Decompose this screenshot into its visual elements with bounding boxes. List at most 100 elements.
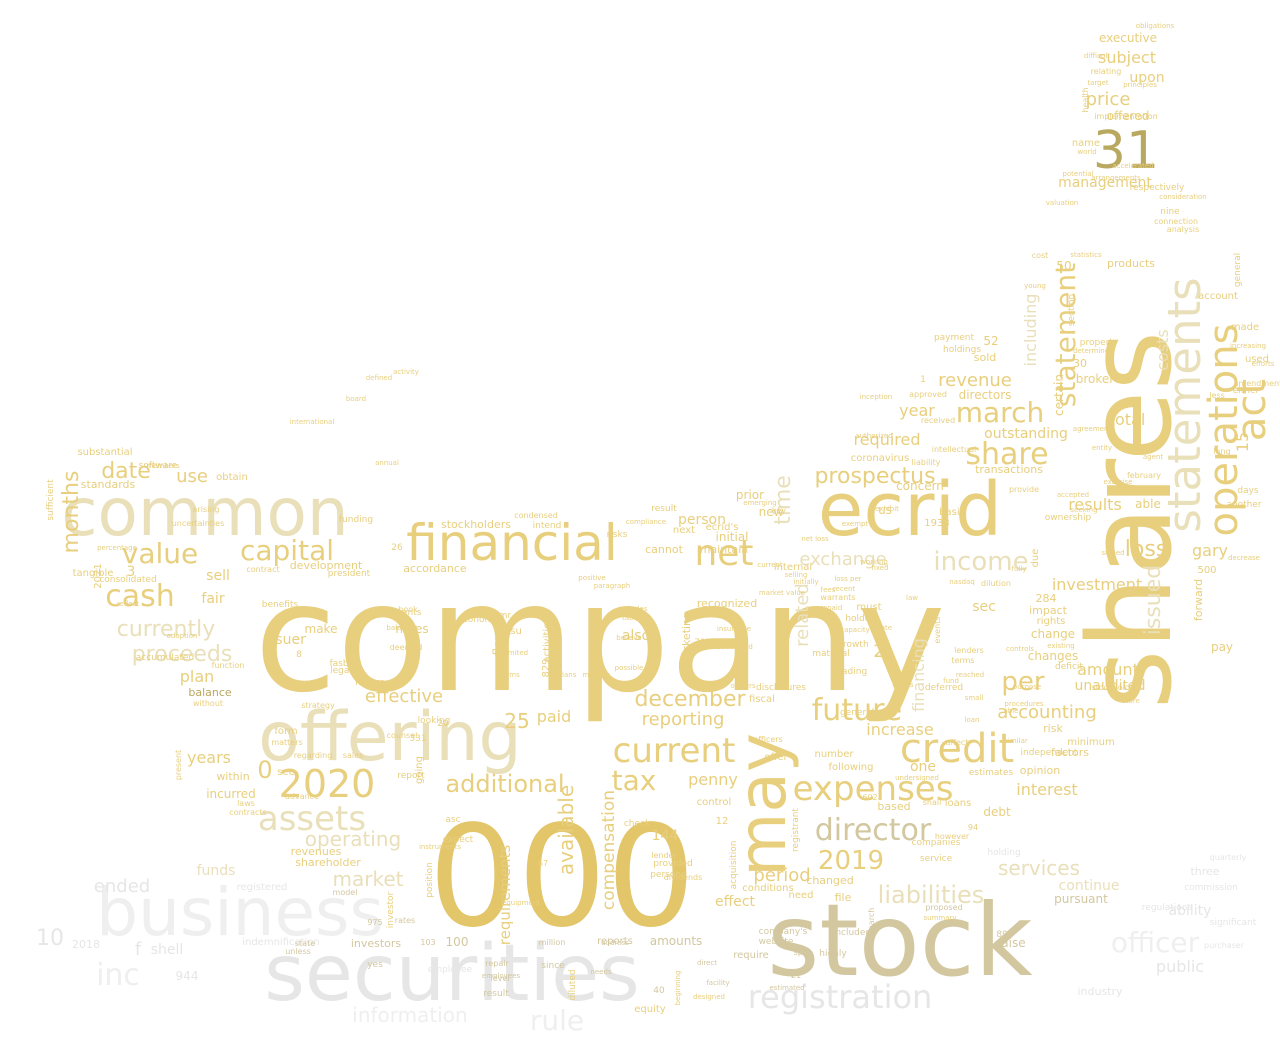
word-144: 144 xyxy=(652,828,679,844)
word-1: 1 xyxy=(920,375,926,385)
word-arising: arising xyxy=(193,505,220,514)
word-payment: payment xyxy=(934,333,975,343)
word-statements: statements xyxy=(1158,277,1211,532)
word-cannot: cannot xyxy=(645,543,683,556)
word-expect: expect xyxy=(443,835,474,845)
word-40: 40 xyxy=(653,986,665,996)
word-valuation: valuation xyxy=(1046,199,1079,207)
word-initially: initially xyxy=(793,578,818,586)
word-exchange: exchange xyxy=(799,549,886,570)
word-person: person xyxy=(678,512,726,528)
word-principles: principles xyxy=(1123,81,1157,89)
word-common: common xyxy=(61,474,348,551)
word-section: section xyxy=(1067,294,1077,326)
word-defined: defined xyxy=(366,374,392,382)
word-statement: statement xyxy=(1049,263,1082,407)
word-long: long xyxy=(1213,447,1230,456)
word-effective: effective xyxy=(365,686,443,707)
word-standards: standards xyxy=(81,478,136,491)
word-time: time xyxy=(771,475,796,525)
word-197: 197 xyxy=(591,621,606,630)
word-designed: designed xyxy=(693,993,725,1001)
word-maintain: maintain xyxy=(700,543,749,556)
word-sales: sales xyxy=(343,751,363,760)
word-level: level xyxy=(490,974,509,983)
word-changed: changed xyxy=(806,874,853,887)
word-transactions: transactions xyxy=(975,463,1043,476)
word-quarterly: quarterly xyxy=(1210,853,1247,862)
word-december: december xyxy=(634,687,746,712)
word-fully: fully xyxy=(1012,565,1027,573)
word-internal: internal xyxy=(774,562,812,573)
word-revenues: revenues xyxy=(291,845,342,858)
word-market-value: market value xyxy=(759,589,805,597)
word-registrant: registrant xyxy=(791,808,801,852)
word-employee: employee xyxy=(428,965,473,975)
word-financial: financial xyxy=(406,514,617,572)
word-directors: directors xyxy=(959,388,1012,402)
word-funding: funding xyxy=(339,515,373,525)
word-fasb: fasb xyxy=(329,659,348,669)
word-products: products xyxy=(1107,257,1155,270)
word-facility: facility xyxy=(706,979,729,987)
word-12: 12 xyxy=(716,816,729,827)
word-accumulated: accumulated xyxy=(136,653,194,663)
word-amounts: amounts xyxy=(650,934,703,948)
word-also: also xyxy=(622,628,650,644)
word-respectively: respectively xyxy=(1130,183,1185,193)
word-february: february xyxy=(1127,471,1161,480)
word-sell: sell xyxy=(206,568,230,584)
word-see: see xyxy=(277,767,295,778)
word-seeking: seeking xyxy=(1070,506,1097,514)
word-persons: persons xyxy=(650,870,686,880)
word-10: 10 xyxy=(36,926,64,951)
word-activities: activities xyxy=(542,617,553,662)
word-consolidated: consolidated xyxy=(99,575,156,585)
word-ecrid-s: ecrid's xyxy=(706,522,739,533)
word-limited: limited xyxy=(504,649,528,657)
word-sec: sec xyxy=(972,599,996,615)
word-information: information xyxy=(352,1003,467,1027)
word-debt: debt xyxy=(983,805,1011,819)
word-decrease: decrease xyxy=(1228,554,1260,562)
word-emerging: emerging xyxy=(743,499,776,507)
word-000: 000 xyxy=(428,796,695,959)
word-diluted: diluted xyxy=(568,969,578,1000)
word-investor: investor xyxy=(386,891,396,928)
word-obtain: obtain xyxy=(216,472,248,483)
word-indemnification: indemnification xyxy=(242,937,320,948)
word-26: 26 xyxy=(391,543,403,553)
word-increase: increase xyxy=(866,720,933,739)
word-result: result xyxy=(651,504,677,514)
word-key: key xyxy=(772,506,786,515)
word-target: target xyxy=(1087,79,1109,87)
word-manner: manner xyxy=(582,671,609,679)
word-result: result xyxy=(483,989,509,999)
word-general: general xyxy=(1233,253,1243,287)
word-717: 717 xyxy=(694,638,711,648)
word-dilution: dilution xyxy=(981,579,1011,588)
word-months: months xyxy=(59,471,84,554)
word-may: may xyxy=(724,733,801,877)
word-book: book xyxy=(398,605,418,614)
word-flows: flows xyxy=(491,625,505,656)
word-control: control xyxy=(697,797,732,808)
word-efforts: efforts xyxy=(1252,360,1275,368)
word-certain: certain xyxy=(1052,374,1066,416)
word-risks: risks xyxy=(607,530,628,540)
word-world: world xyxy=(1077,148,1096,156)
word-company-s: company's xyxy=(759,927,808,937)
word-dividends: dividends xyxy=(664,873,703,882)
word-proposed: proposed xyxy=(925,903,962,912)
word-8: 8 xyxy=(296,650,302,660)
word-accelerated: accelerated xyxy=(1112,162,1153,170)
word-reports: reports xyxy=(597,936,633,947)
word-2019: 2019 xyxy=(818,846,884,876)
word-period: period xyxy=(753,865,810,886)
word-intellectual: intellectual xyxy=(932,445,976,454)
word-next: next xyxy=(673,525,695,536)
word-balances: balances xyxy=(386,624,418,632)
word-percentage: percentage xyxy=(97,544,137,552)
word-stockholders: stockholders xyxy=(441,518,511,531)
word-ownership: ownership xyxy=(1045,513,1092,523)
